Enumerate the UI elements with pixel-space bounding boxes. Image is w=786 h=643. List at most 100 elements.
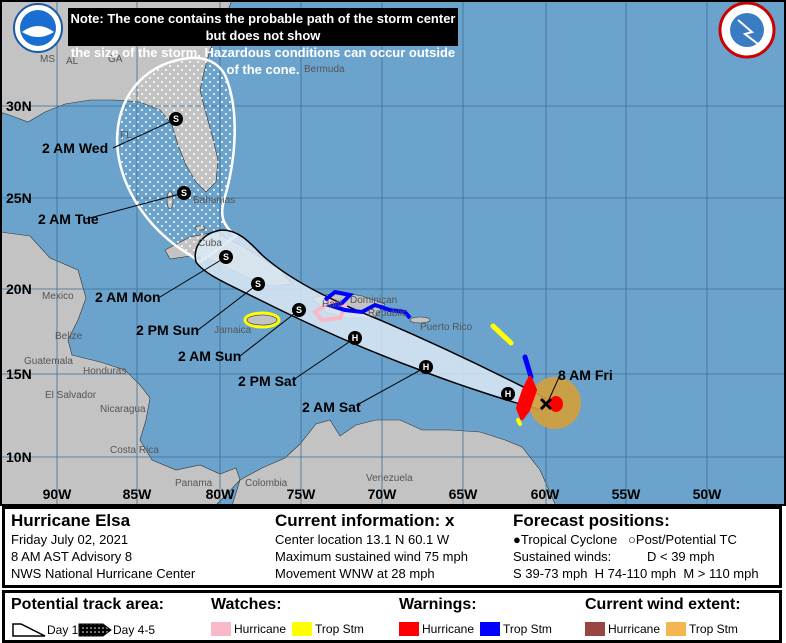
- hurricane-wind-swatch: [585, 622, 605, 636]
- forecast-label: 2 AM Sun: [178, 348, 241, 364]
- svg-text:60W: 60W: [531, 486, 561, 502]
- svg-text:15N: 15N: [6, 366, 32, 382]
- svg-text:10N: 10N: [6, 449, 32, 465]
- place-label: Nicaragua: [100, 404, 146, 415]
- place-label: FL: [120, 130, 132, 141]
- forecast-point: S: [169, 112, 183, 126]
- trop-storm-wind-label: Trop Stm: [689, 622, 738, 636]
- day-1-3-cone-icon: [12, 623, 46, 637]
- svg-text:S: S: [296, 305, 302, 315]
- noaa-logo: [13, 3, 63, 53]
- place-label: Panama: [175, 478, 213, 489]
- wind-extent-title: Current wind extent:: [585, 596, 741, 613]
- hurricane-wind-label: Hurricane: [608, 622, 661, 636]
- advisory-number: 8 AM AST Advisory 8: [11, 549, 133, 564]
- forecast-point: H: [419, 360, 433, 374]
- place-label: Jamaica: [214, 325, 252, 336]
- trop-storm-warning-swatch: [480, 622, 501, 636]
- forecast-positions-title: Forecast positions:: [513, 511, 670, 530]
- nws-logo: [718, 1, 776, 59]
- svg-text:H: H: [423, 362, 430, 372]
- svg-text:90W: 90W: [43, 486, 73, 502]
- trop-storm-watch-leewards: [490, 323, 514, 346]
- place-label: GA: [108, 54, 123, 65]
- place-label: Bermuda: [304, 64, 345, 75]
- svg-text:30N: 30N: [6, 98, 32, 114]
- svg-text:50W: 50W: [693, 486, 723, 502]
- track-area-title: Potential track area:: [11, 596, 164, 613]
- trop-storm-watch-south: [516, 418, 522, 426]
- forecast-point: H: [501, 387, 515, 401]
- svg-text:H: H: [352, 333, 359, 343]
- warnings-title: Warnings:: [399, 596, 477, 613]
- trop-storm-warning-islands: [522, 354, 534, 380]
- advisory-source: NWS National Hurricane Center: [11, 566, 196, 581]
- hurricane-watch-swatch: [211, 622, 231, 636]
- latitude-labels: 30N 25N 20N 15N 10N: [6, 98, 32, 465]
- forecast-labels: 2 AM Wed 2 AM Tue 2 AM Mon 2 PM Sun 2 AM…: [38, 140, 613, 415]
- land-south-america: [231, 419, 557, 506]
- svg-text:70W: 70W: [368, 486, 398, 502]
- trop-storm-watch-jamaica: [243, 311, 281, 329]
- place-label: Puerto Rico: [420, 322, 473, 333]
- land-puerto-rico: [409, 316, 431, 324]
- forecast-label: 2 PM Sun: [136, 322, 199, 338]
- hurricane-warning-label: Hurricane: [422, 622, 475, 636]
- hurricane-warning-islands: [516, 376, 537, 420]
- forecast-label: 2 PM Sat: [238, 373, 297, 389]
- forecast-label: 2 AM Sat: [302, 399, 361, 415]
- forecast-label: 2 AM Tue: [38, 211, 99, 227]
- movement: Movement WNW at 28 mph: [275, 566, 435, 581]
- max-wind: Maximum sustained wind 75 mph: [275, 549, 468, 564]
- svg-text:55W: 55W: [612, 486, 642, 502]
- longitude-labels: 90W 85W 80W 75W 70W 65W 60W 55W 50W: [43, 486, 723, 502]
- forecast-point: S: [177, 186, 191, 200]
- place-label: Dominican: [350, 295, 397, 306]
- place-label: MS: [40, 54, 55, 65]
- svg-text:H: H: [505, 389, 512, 399]
- current-info-title: Current information: x: [275, 511, 455, 530]
- place-label: Bahamas: [193, 195, 235, 206]
- hurricane-wind-extent: [549, 396, 563, 412]
- place-label: Haiti: [322, 299, 342, 310]
- trop-storm-warning-hispaniola: [323, 289, 412, 320]
- day-4-5-cone-icon: [78, 623, 112, 637]
- svg-text:65W: 65W: [449, 486, 479, 502]
- tropical-cyclone-label: Tropical Cyclone: [520, 532, 618, 547]
- sustained-winds-label: Sustained winds:: [513, 549, 612, 564]
- storm-name: Hurricane Elsa: [11, 511, 131, 530]
- svg-text:80W: 80W: [206, 486, 236, 502]
- center-location: Center location 13.1 N 60.1 W: [275, 532, 450, 547]
- forecast-point: H: [348, 331, 362, 345]
- forecast-label: 2 AM Wed: [42, 140, 108, 156]
- place-label: Venezuela: [366, 473, 413, 484]
- land-jamaica: [246, 314, 278, 326]
- place-label: Colombia: [245, 478, 288, 489]
- svg-text:25N: 25N: [6, 190, 32, 206]
- place-label: Belize: [55, 331, 83, 342]
- svg-text:75W: 75W: [287, 486, 317, 502]
- forecast-label: 2 AM Mon: [95, 289, 161, 305]
- info-panel: Hurricane Elsa Friday July 02, 2021 8 AM…: [2, 506, 782, 588]
- place-label: Honduras: [83, 366, 126, 377]
- forecast-point: S: [251, 277, 265, 291]
- trop-storm-warning-label: Trop Stm: [503, 622, 552, 636]
- leader-lines: [85, 118, 561, 406]
- svg-text:85W: 85W: [123, 486, 153, 502]
- svg-text:S: S: [223, 252, 229, 262]
- trop-storm-watch-swatch: [292, 622, 313, 636]
- land-central-america: [0, 231, 241, 506]
- d-range: D < 39 mph: [647, 549, 715, 564]
- place-label: AL: [66, 56, 79, 67]
- open-circle-icon: ○: [628, 532, 636, 547]
- hurricane-warning-swatch: [399, 622, 419, 636]
- post-potential-label: Post/Potential TC: [635, 532, 737, 547]
- svg-text:S: S: [173, 114, 179, 124]
- current-position-label: 8 AM Fri: [558, 367, 613, 383]
- place-label: Republic: [368, 308, 407, 319]
- m-range: M > 110 mph: [683, 566, 759, 581]
- svg-text:S: S: [181, 188, 187, 198]
- legend-panel: Potential track area: Day 1-3 Day 4-5 Wa…: [2, 590, 782, 643]
- s-range: S 39-73 mph: [513, 566, 588, 581]
- filled-circle-icon: ●: [513, 532, 521, 547]
